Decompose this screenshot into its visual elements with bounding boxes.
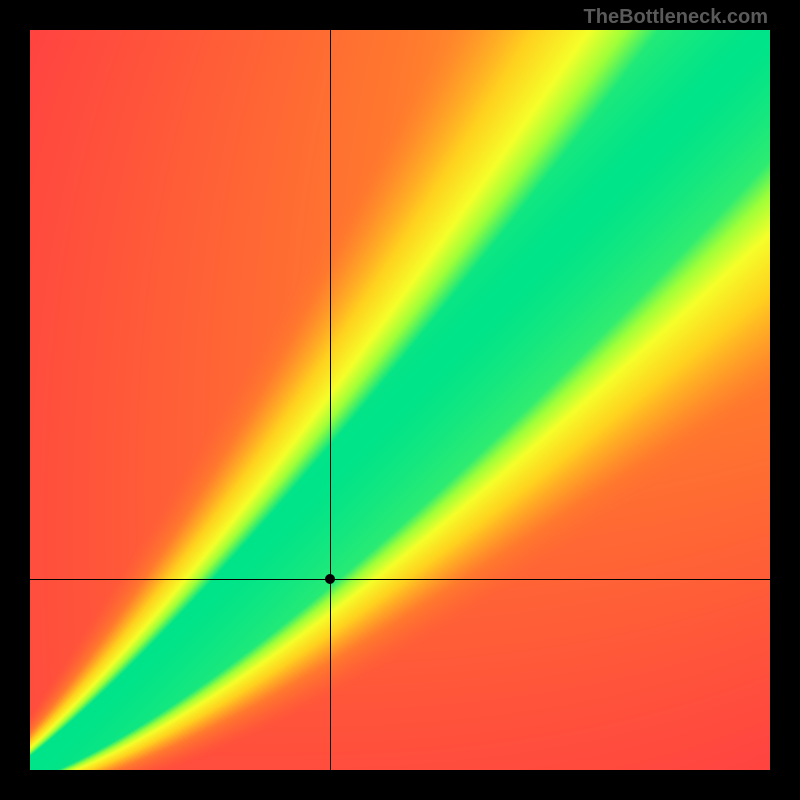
crosshair-vertical	[330, 30, 331, 770]
heatmap-canvas	[30, 30, 770, 770]
crosshair-marker	[325, 574, 335, 584]
chart-container: TheBottleneck.com	[0, 0, 800, 800]
crosshair-horizontal	[30, 579, 770, 580]
watermark-text: TheBottleneck.com	[584, 6, 768, 29]
plot-area	[30, 30, 770, 770]
